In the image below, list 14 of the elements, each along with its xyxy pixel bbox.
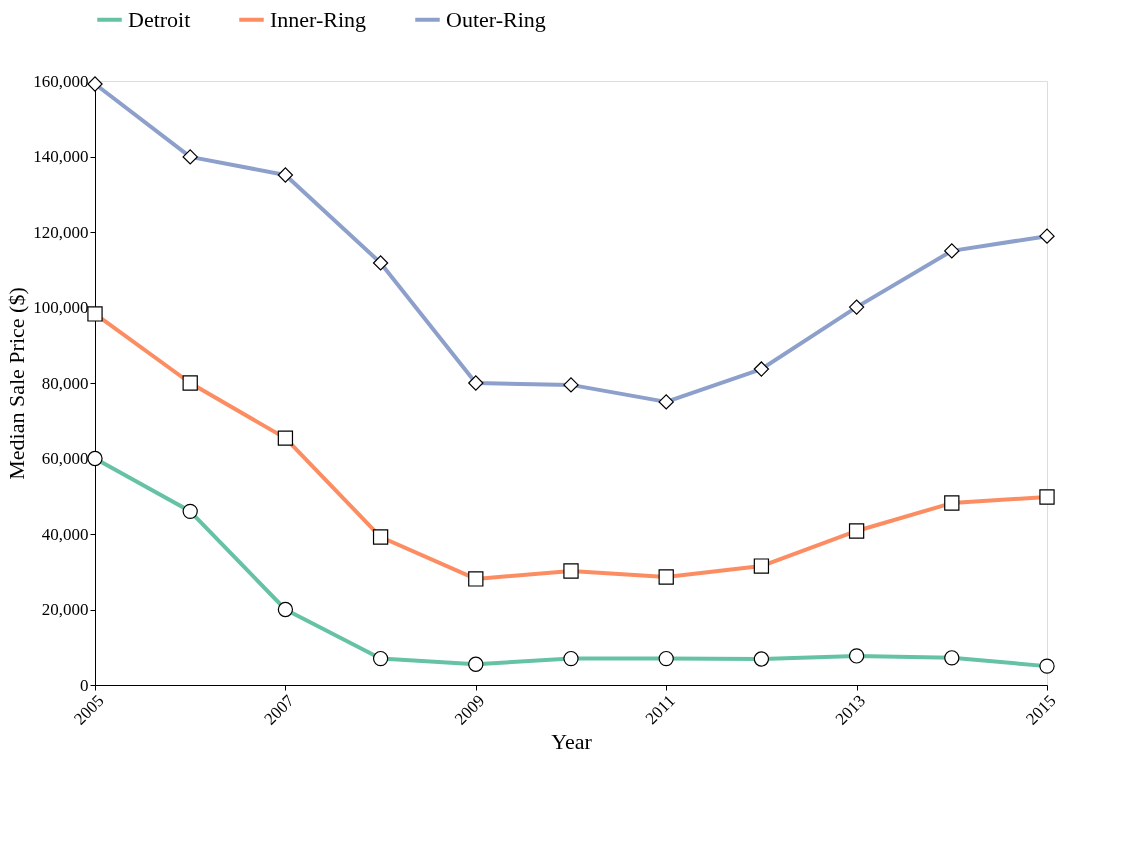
y-tick-label: 60,000 (41, 449, 89, 468)
y-tick-label: 120,000 (33, 222, 89, 242)
y-tick-label: 160,000 (33, 71, 89, 91)
legend-label: Detroit (128, 6, 191, 32)
legend-label: Outer-Ring (446, 6, 546, 32)
y-tick-label: 80,000 (41, 373, 89, 393)
y-tick-label: 0 (80, 675, 89, 695)
x-axis-title: Year (551, 728, 593, 754)
y-tick-label: 20,000 (41, 600, 89, 619)
y-axis-title: Median Sale Price ($) (4, 287, 30, 480)
y-tick-label: 40,000 (41, 524, 89, 544)
y-tick-label: 140,000 (33, 147, 89, 166)
legend-label: Inner-Ring (270, 6, 367, 32)
y-tick-label: 100,000 (33, 298, 89, 317)
